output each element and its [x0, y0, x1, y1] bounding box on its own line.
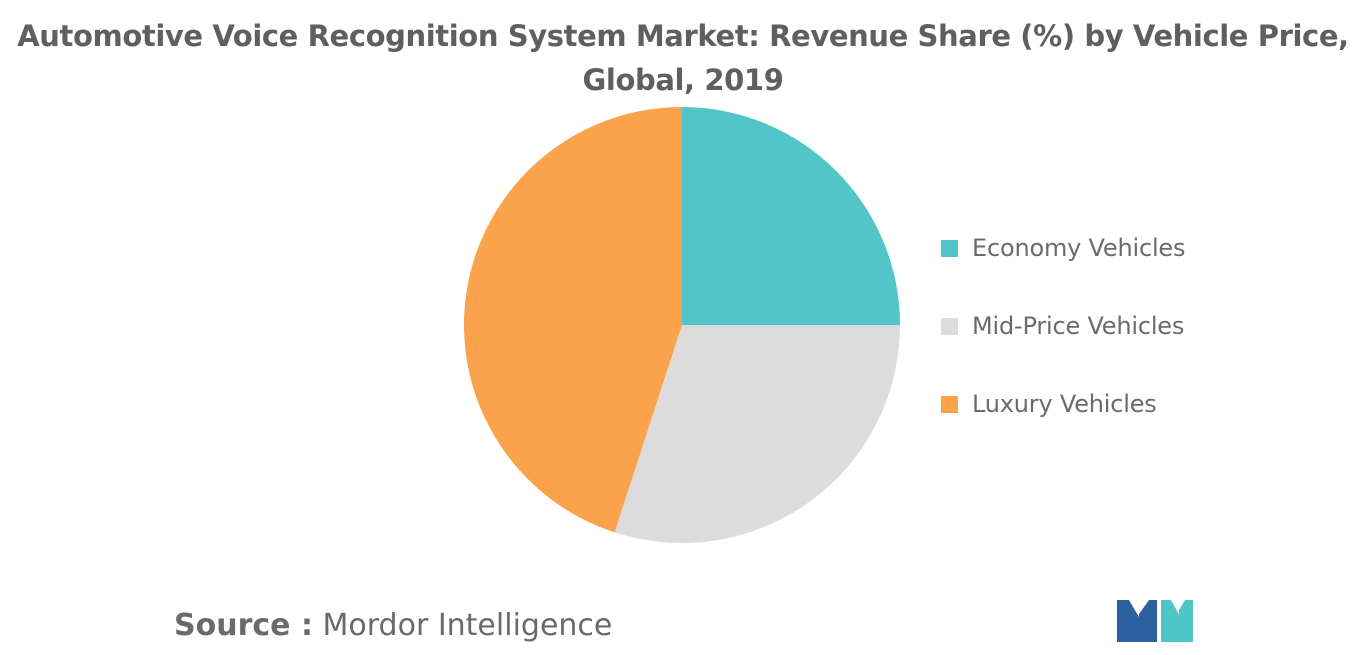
- legend-item-mid-price: Mid-Price Vehicles: [941, 306, 1185, 346]
- pie-slice-economy: [682, 107, 900, 325]
- legend-swatch-luxury: [941, 395, 958, 413]
- logo-left-bar: [1117, 600, 1143, 642]
- chart-title-line-1: Automotive Voice Recognition System Mark…: [17, 19, 1349, 53]
- chart-title-line-2: Global, 2019: [582, 63, 784, 97]
- legend-item-luxury: Luxury Vehicles: [941, 384, 1185, 424]
- pie-slice-luxury: [464, 107, 682, 533]
- legend-swatch-mid-price: [941, 317, 958, 335]
- mordor-intelligence-logo: [1117, 600, 1193, 642]
- legend-item-economy: Economy Vehicles: [941, 228, 1185, 268]
- pie-slice-mid-price: [614, 325, 900, 543]
- logo-mid-bar: [1139, 600, 1157, 642]
- source-note: Source : Mordor Intelligence: [174, 604, 612, 648]
- logo-right-edge: [1179, 600, 1193, 642]
- legend-label-economy: Economy Vehicles: [972, 234, 1186, 262]
- source-label: Source :: [174, 608, 313, 643]
- chart-title: Automotive Voice Recognition System Mark…: [0, 14, 1366, 102]
- logo-right-bar: [1161, 600, 1181, 642]
- legend-label-luxury: Luxury Vehicles: [972, 390, 1157, 418]
- chart-legend: Economy Vehicles Mid-Price Vehicles Luxu…: [941, 228, 1185, 462]
- source-text: Mordor Intelligence: [322, 608, 613, 643]
- legend-label-mid-price: Mid-Price Vehicles: [972, 312, 1185, 340]
- legend-swatch-economy: [941, 239, 958, 257]
